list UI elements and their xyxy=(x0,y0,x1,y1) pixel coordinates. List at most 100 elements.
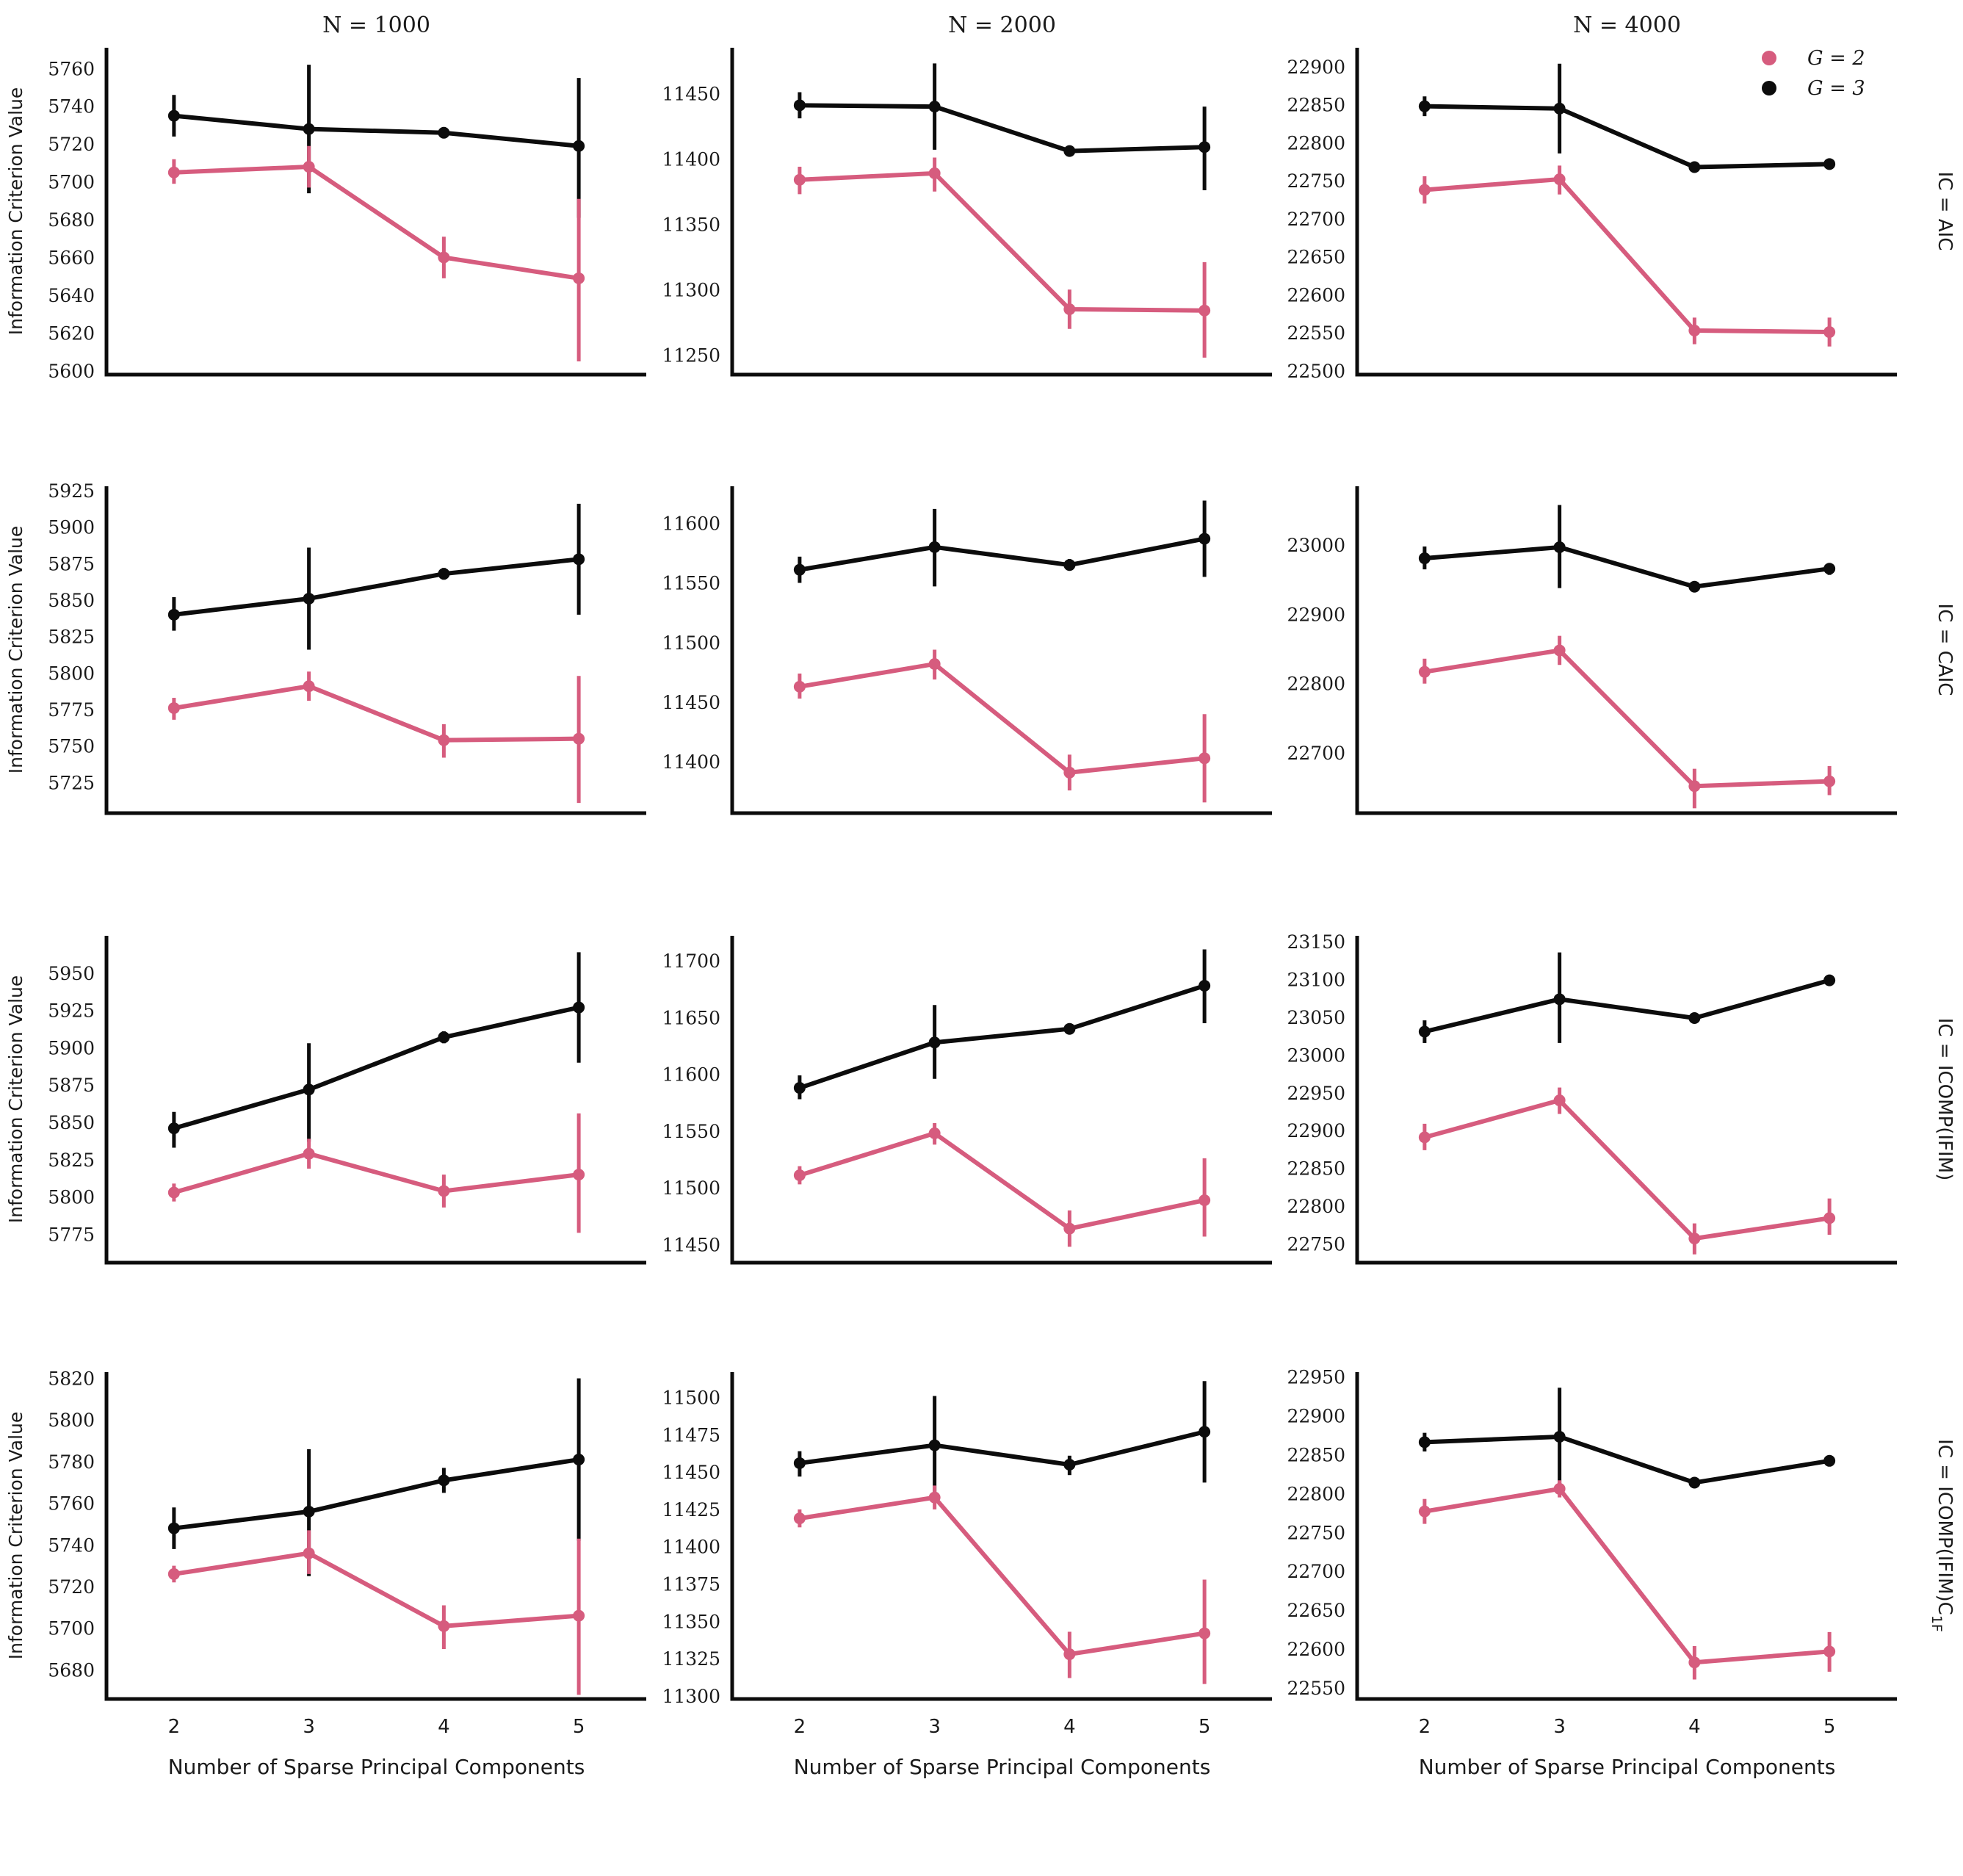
y-axis-label: Information Criterion Value xyxy=(5,526,26,774)
y-tick-label: 22650 xyxy=(1287,247,1345,268)
series-G=2 xyxy=(1418,165,1836,347)
data-point-marker xyxy=(167,608,180,621)
y-tick-label: 5825 xyxy=(48,1150,95,1171)
data-point-marker xyxy=(167,109,180,122)
y-tick-label: 11300 xyxy=(662,279,720,300)
data-point-marker xyxy=(1688,161,1701,173)
data-point-marker xyxy=(1418,1505,1431,1518)
y-tick-label: 5660 xyxy=(48,248,95,269)
y-tick-label: 5775 xyxy=(48,699,95,721)
data-point-marker xyxy=(438,734,450,746)
y-tick-label: 11425 xyxy=(662,1499,720,1520)
data-point-marker xyxy=(793,1512,806,1525)
data-point-marker xyxy=(928,1127,941,1139)
column-title: N = 4000 xyxy=(1573,12,1681,38)
legend-marker-icon xyxy=(1762,51,1776,65)
data-point-marker xyxy=(1063,1648,1076,1661)
axis-spines xyxy=(1355,1372,1897,1701)
series-G=2 xyxy=(167,1530,585,1695)
data-point-marker xyxy=(1688,324,1701,336)
y-tick-label: 11600 xyxy=(662,1064,720,1086)
data-point-marker xyxy=(1418,1025,1431,1038)
y-tick-label: 11450 xyxy=(662,83,720,104)
data-point-marker xyxy=(1688,1012,1701,1025)
y-tick-label: 5875 xyxy=(48,1075,95,1096)
data-point-marker xyxy=(438,126,450,139)
y-tick-label: 11325 xyxy=(662,1648,720,1670)
data-point-marker xyxy=(1688,1656,1701,1669)
series-G=3 xyxy=(167,503,585,650)
data-point-marker xyxy=(1418,552,1431,565)
x-axis-label: Number of Sparse Principal Components xyxy=(168,1755,585,1779)
y-axis-label: Information Criterion Value xyxy=(5,1412,26,1660)
legend: G = 2 G = 3 xyxy=(1762,47,1865,100)
data-point-marker xyxy=(1199,1426,1211,1438)
y-tick-label: 11500 xyxy=(662,1177,720,1199)
data-point-marker xyxy=(793,1082,806,1094)
data-point-marker xyxy=(1688,1233,1701,1245)
series-line xyxy=(171,165,582,281)
y-tick-label: 11500 xyxy=(662,1388,720,1409)
y-tick-label: 5720 xyxy=(48,1576,95,1598)
series-G=2 xyxy=(793,1485,1211,1684)
series-G=3 xyxy=(793,949,1211,1100)
data-point-marker xyxy=(438,1620,450,1632)
series-G=3 xyxy=(793,63,1211,191)
x-tick-label: 4 xyxy=(1063,1716,1076,1738)
data-point-marker xyxy=(167,701,180,714)
axis-spines xyxy=(1355,936,1897,1265)
series-G=2 xyxy=(1418,635,1836,809)
data-point-marker xyxy=(573,732,585,745)
panel-r4c2: 11300 11325 11350 11375 11400 11425 11450 11475… xyxy=(662,1372,1272,1779)
series-line xyxy=(1422,544,1832,589)
y-tick-label: 11400 xyxy=(662,148,720,170)
legend-label: G = 3 xyxy=(1807,77,1865,100)
y-tick-label: 22800 xyxy=(1287,1196,1345,1217)
panel-r1c2: 11250 11300 11350 11400 11450 N = 2000 xyxy=(662,12,1272,377)
data-point-marker xyxy=(1553,644,1566,657)
x-tick-label: 3 xyxy=(928,1716,941,1738)
y-tick-label: 5780 xyxy=(48,1451,95,1473)
series-line xyxy=(1422,978,1832,1034)
series-G=2 xyxy=(793,1122,1211,1247)
data-point-marker xyxy=(928,541,941,553)
data-point-marker xyxy=(1823,158,1836,170)
y-tick-label: 22700 xyxy=(1287,1561,1345,1582)
x-tick-label: 2 xyxy=(794,1716,806,1738)
series-line xyxy=(171,1151,582,1195)
data-point-marker xyxy=(303,1083,315,1096)
data-point-marker xyxy=(1823,974,1836,986)
data-point-marker xyxy=(1418,100,1431,112)
y-tick-label: 11450 xyxy=(662,692,720,713)
axis-spines xyxy=(1355,486,1897,815)
y-tick-label: 22900 xyxy=(1287,1120,1345,1141)
data-point-marker xyxy=(573,1001,585,1014)
data-point-marker xyxy=(928,657,941,670)
x-tick-label: 2 xyxy=(1419,1716,1431,1738)
y-tick-label: 22750 xyxy=(1287,170,1345,192)
y-tick-label: 23100 xyxy=(1287,970,1345,991)
x-axis-label: Number of Sparse Principal Components xyxy=(794,1755,1211,1779)
panel-r1c1: 5600 5620 5640 5660 5680 5700 5720 5740 5760 N = … xyxy=(5,12,646,382)
axis-spines xyxy=(1355,48,1897,377)
data-point-marker xyxy=(928,101,941,113)
data-point-marker xyxy=(167,1186,180,1199)
y-tick-label: 22700 xyxy=(1287,743,1345,764)
y-tick-label: 22750 xyxy=(1287,1522,1345,1543)
x-tick-label: 3 xyxy=(303,1716,315,1738)
series-line xyxy=(797,661,1207,775)
y-tick-label: 22650 xyxy=(1287,1600,1345,1621)
data-point-marker xyxy=(793,563,806,576)
series-line xyxy=(1422,648,1832,789)
x-axis-label: Number of Sparse Principal Components xyxy=(1419,1755,1836,1779)
column-title: N = 2000 xyxy=(948,12,1056,38)
data-point-marker xyxy=(573,272,585,284)
data-point-marker xyxy=(303,161,315,173)
data-point-marker xyxy=(167,1567,180,1580)
data-point-marker xyxy=(1688,580,1701,593)
y-tick-label: 22900 xyxy=(1287,1405,1345,1426)
y-tick-label: 5750 xyxy=(48,736,95,757)
data-point-marker xyxy=(1063,1458,1076,1471)
series-line xyxy=(1422,104,1832,170)
y-axis-label: Information Criterion Value xyxy=(5,87,26,336)
